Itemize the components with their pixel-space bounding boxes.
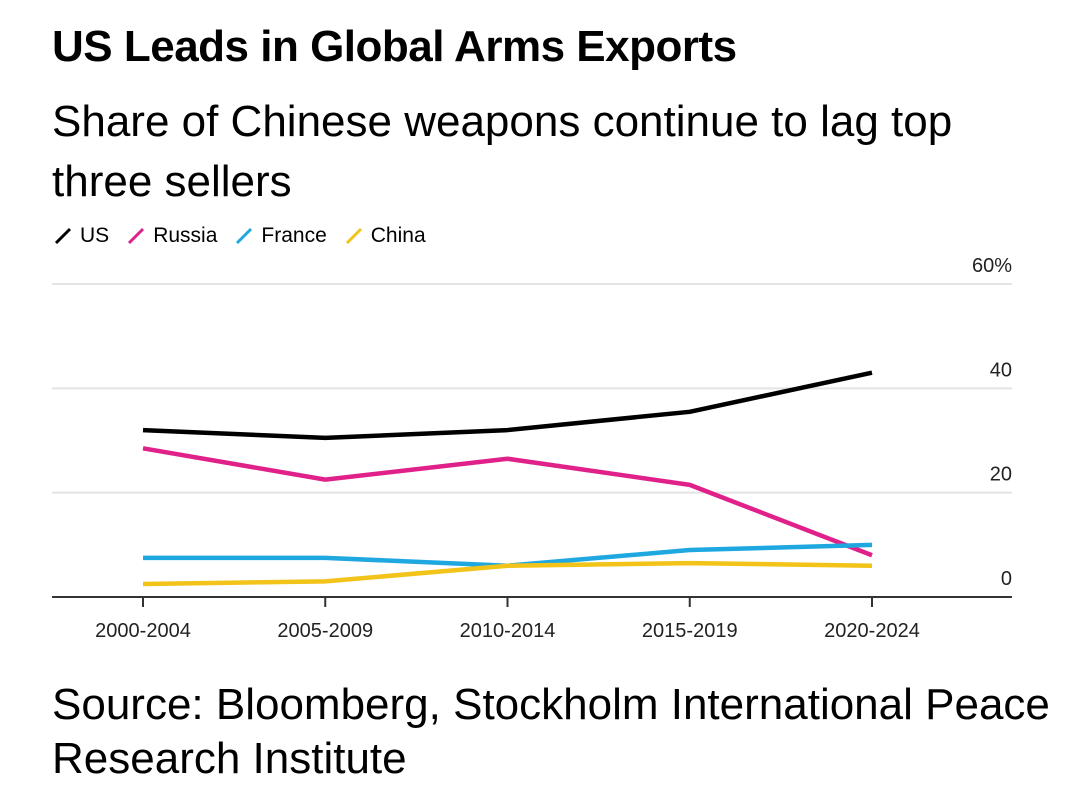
- legend-item-france: France: [233, 224, 327, 248]
- legend-item-china: China: [343, 224, 426, 248]
- legend-label: China: [370, 224, 426, 247]
- chart-title: US Leads in Global Arms Exports: [52, 22, 737, 71]
- line-chart: 0 20 40 60% 2000-2004 2005-2009 2010-2014 2015…: [52, 255, 1012, 642]
- legend-swatch-icon: [345, 227, 362, 245]
- series-lines: [142, 370, 873, 587]
- chart-subtitle: Share of Chinese weapons continue to lag…: [52, 97, 953, 206]
- y-tick-label: 40: [990, 359, 1012, 381]
- legend-item-us: US: [52, 224, 109, 248]
- gridlines: [52, 283, 1012, 494]
- y-axis-ticks: 0 20 40 60%: [972, 255, 1012, 590]
- y-tick-label: 0: [1001, 568, 1012, 590]
- legend-label: France: [261, 224, 327, 247]
- series-line-russia: [142, 446, 873, 558]
- x-tick-label: 2000-2004: [95, 620, 191, 642]
- y-tick-label: 60%: [972, 255, 1012, 277]
- chart-legend: US Russia France China: [52, 222, 442, 250]
- x-tick-label: 2005-2009: [277, 620, 373, 642]
- x-tick-label: 2015-2019: [642, 620, 738, 642]
- legend-swatch-icon: [236, 227, 253, 245]
- x-tick-label: 2020-2024: [824, 620, 920, 642]
- legend-label: US: [80, 224, 110, 247]
- legend-swatch-icon: [128, 227, 145, 245]
- y-tick-label: 20: [990, 464, 1012, 486]
- series-line-china: [142, 560, 873, 587]
- legend-label: Russia: [153, 224, 218, 247]
- source-note: Source: Bloomberg, Stockholm Internation…: [52, 680, 1050, 783]
- legend-item-russia: Russia: [125, 224, 217, 248]
- x-tick-label: 2010-2014: [460, 620, 556, 642]
- legend-swatch-icon: [54, 227, 72, 245]
- x-axis: 2000-2004 2005-2009 2010-2014 2015-2019 2020…: [52, 596, 1012, 642]
- series-line-us: [142, 370, 873, 441]
